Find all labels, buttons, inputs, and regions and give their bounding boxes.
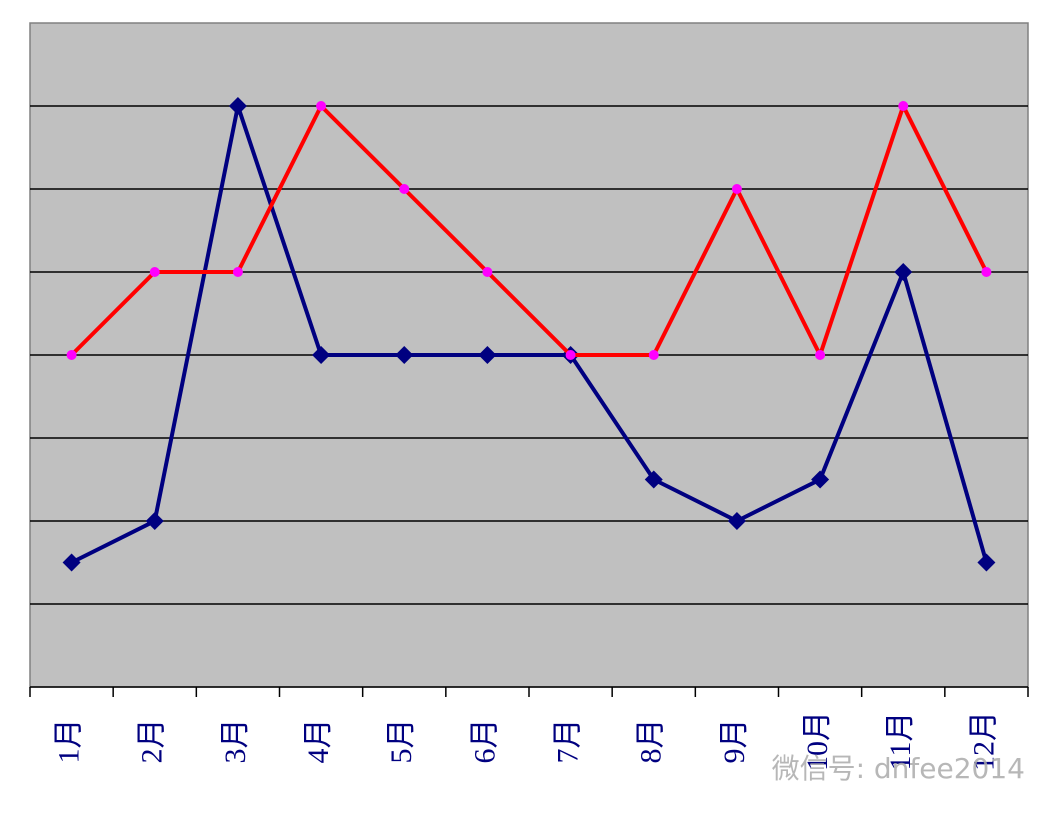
marker bbox=[145, 512, 164, 530]
x-tick-label: 2月 bbox=[136, 719, 169, 764]
x-tick-label: 10月 bbox=[801, 711, 834, 771]
marker bbox=[977, 553, 996, 572]
x-tick-label: 7月 bbox=[551, 719, 584, 764]
marker bbox=[478, 346, 497, 364]
marker bbox=[316, 101, 327, 111]
marker bbox=[811, 470, 830, 489]
x-tick-label: 5月 bbox=[385, 719, 418, 764]
marker bbox=[565, 350, 576, 360]
marker bbox=[232, 267, 243, 277]
marker bbox=[894, 263, 913, 281]
marker bbox=[62, 553, 81, 572]
marker bbox=[228, 97, 247, 115]
marker bbox=[815, 350, 826, 360]
x-tick-label: 9月 bbox=[718, 719, 751, 764]
series-line bbox=[70, 100, 989, 361]
watermark: 微信号: dnfee2014 bbox=[772, 752, 1025, 785]
marker bbox=[66, 350, 77, 360]
x-tick-label: 8月 bbox=[635, 719, 668, 764]
marker bbox=[648, 350, 659, 360]
marker bbox=[981, 267, 992, 277]
marker bbox=[731, 184, 742, 194]
marker bbox=[727, 512, 746, 530]
x-tick-label: 12月 bbox=[967, 711, 1000, 771]
marker bbox=[399, 184, 410, 194]
x-tick-label: 6月 bbox=[468, 719, 501, 764]
marker bbox=[312, 346, 331, 364]
x-tick-label: 3月 bbox=[219, 719, 252, 764]
marker bbox=[482, 267, 493, 277]
marker bbox=[149, 267, 160, 277]
x-tick-label: 1月 bbox=[52, 719, 85, 764]
x-tick-label: 4月 bbox=[302, 719, 335, 764]
x-tick-label: 11月 bbox=[884, 712, 917, 771]
marker bbox=[644, 470, 663, 489]
marker bbox=[395, 346, 414, 364]
marker bbox=[898, 101, 909, 111]
series-line bbox=[70, 98, 989, 565]
